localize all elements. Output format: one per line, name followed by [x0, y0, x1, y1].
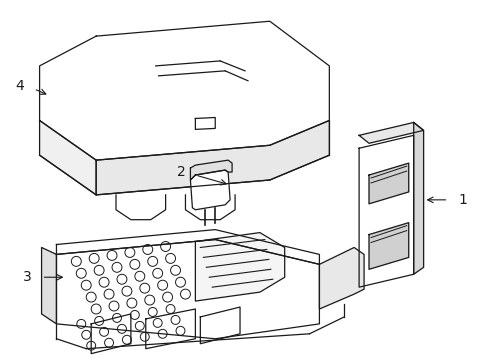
Polygon shape [40, 21, 328, 160]
Polygon shape [200, 307, 240, 344]
Polygon shape [40, 121, 96, 195]
Text: 4: 4 [15, 79, 24, 93]
Polygon shape [56, 239, 319, 339]
Polygon shape [358, 135, 413, 287]
Polygon shape [56, 230, 319, 264]
Polygon shape [319, 247, 364, 309]
Polygon shape [368, 163, 408, 204]
Polygon shape [91, 314, 131, 354]
Polygon shape [96, 121, 328, 195]
Polygon shape [190, 170, 230, 210]
Text: 3: 3 [23, 270, 32, 284]
Polygon shape [368, 223, 408, 269]
Polygon shape [358, 122, 423, 143]
Text: 1: 1 [457, 193, 466, 207]
Polygon shape [195, 233, 284, 301]
Polygon shape [190, 160, 232, 180]
Text: 2: 2 [176, 165, 185, 179]
Polygon shape [413, 122, 423, 274]
Polygon shape [41, 247, 56, 324]
Polygon shape [145, 309, 195, 349]
